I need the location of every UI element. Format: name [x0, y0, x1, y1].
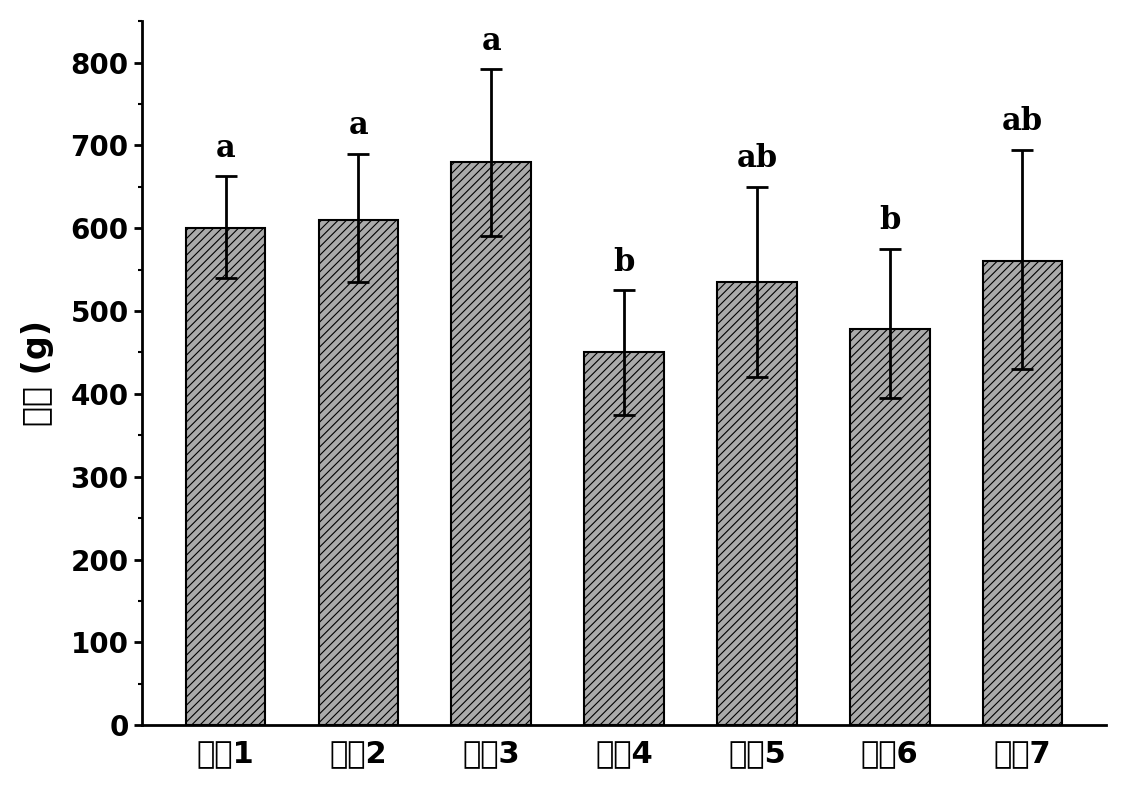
Text: ab: ab	[736, 144, 778, 174]
Text: a: a	[481, 26, 502, 57]
Text: a: a	[348, 110, 369, 141]
Bar	[319, 220, 398, 725]
Bar	[584, 353, 664, 725]
Y-axis label: 硬度 (g): 硬度 (g)	[20, 320, 54, 426]
Bar	[452, 162, 531, 725]
Bar	[983, 261, 1063, 725]
Text: b: b	[879, 205, 900, 237]
Text: a: a	[215, 133, 236, 163]
Bar	[717, 282, 797, 725]
Bar	[186, 228, 266, 725]
Text: b: b	[613, 247, 635, 278]
Text: ab: ab	[1002, 106, 1044, 137]
Bar	[850, 329, 930, 725]
